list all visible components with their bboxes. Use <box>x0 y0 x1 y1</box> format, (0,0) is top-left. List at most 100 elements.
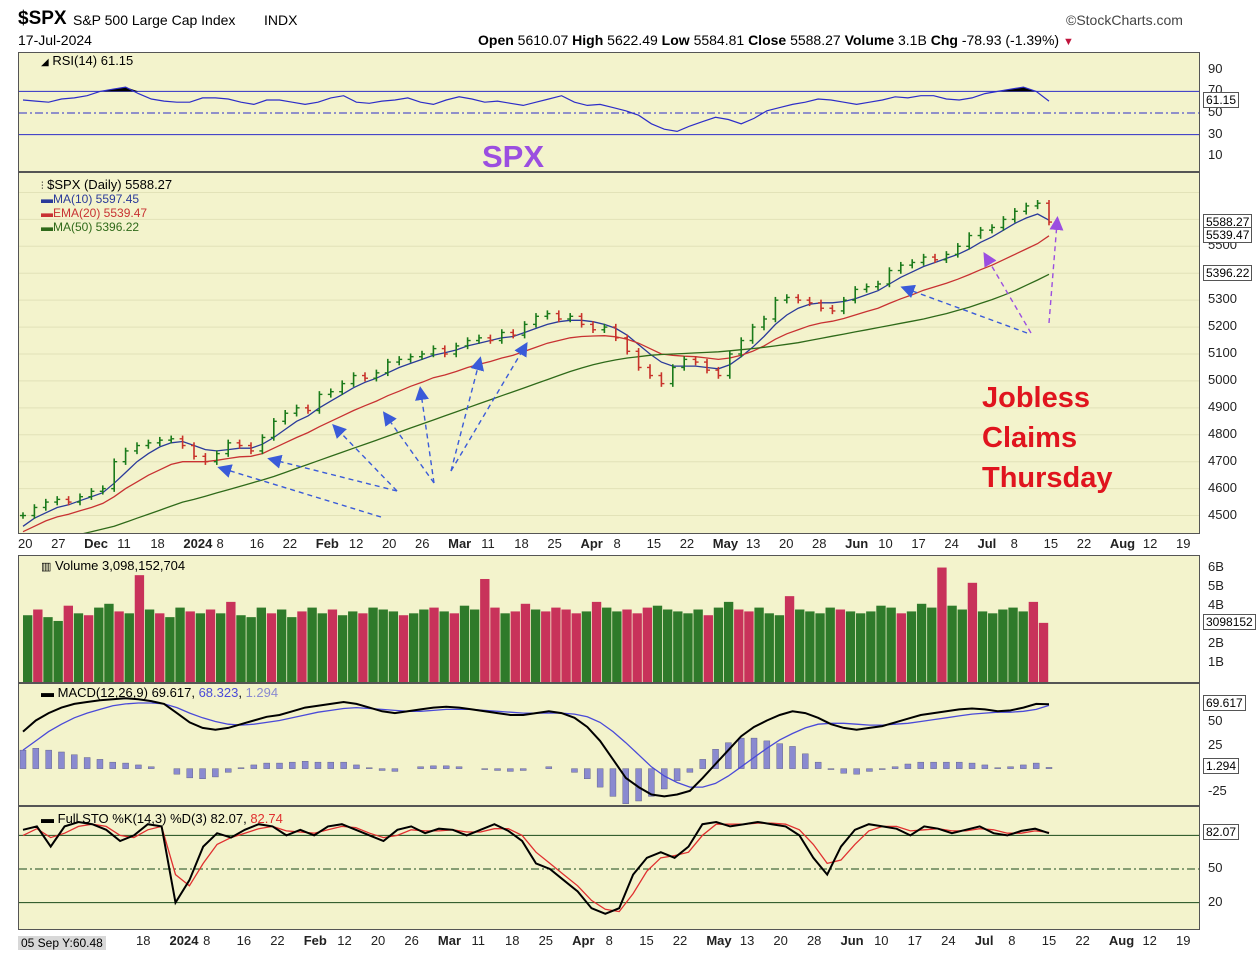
rsi-overbought-fill <box>23 87 1049 92</box>
y-tick-label: 5B <box>1208 577 1224 593</box>
ema20-legend: ▬EMA(20) 5539.47 <box>41 206 148 220</box>
macd-histogram-bar <box>981 764 989 769</box>
macd-histogram-bar <box>879 768 886 770</box>
macd-panel: ▬ MACD(12,26,9) 69.617, 68.323, 1.294 <box>18 683 1200 806</box>
x-tick-label: 12 <box>1142 933 1157 948</box>
macd-histogram-bar <box>71 754 78 769</box>
volume-bar <box>855 613 866 682</box>
x-tick-label: 13 <box>745 536 761 551</box>
ohlc-readout: Open 5610.07 High 5622.49 Low 5584.81 Cl… <box>478 32 1074 48</box>
volume-bar <box>835 609 846 682</box>
x-tick-label: 15 <box>1041 933 1057 948</box>
ema20-line <box>22 235 1050 533</box>
y-tick-label: -25 <box>1208 782 1227 798</box>
volume-bar <box>551 607 561 682</box>
x-tick-label: 18 <box>136 933 151 948</box>
volume-bar <box>307 607 317 682</box>
macd-histogram-bar <box>763 740 771 769</box>
annotation-arrow <box>217 464 382 518</box>
x-tick-label: Jun <box>840 933 864 948</box>
volume-bar <box>693 609 703 682</box>
chart-date: 17-Jul-2024 <box>18 32 92 48</box>
volume-bar <box>398 615 409 682</box>
current-value-tag: 1.294 <box>1203 758 1240 775</box>
symbol: $SPX <box>18 8 67 29</box>
macd-histogram-bar <box>186 768 193 779</box>
exchange: INDX <box>264 12 298 28</box>
volume-bar <box>439 611 449 682</box>
volume-bar <box>469 609 480 682</box>
x-tick-label: Jun <box>845 536 869 551</box>
macd-histogram-bar <box>378 768 386 771</box>
macd-histogram-bar <box>686 768 694 773</box>
volume-bar <box>155 613 165 682</box>
volume-bar <box>114 611 124 682</box>
macd-histogram-bar <box>545 766 553 769</box>
volume-bar <box>754 607 764 682</box>
macd-histogram-bar <box>725 742 732 769</box>
x-tick-label: 26 <box>404 933 419 948</box>
ma10-legend: ▬MA(10) 5597.45 <box>41 192 140 206</box>
x-tick-label: 22 <box>1075 933 1090 948</box>
volume-bar <box>63 605 73 682</box>
close-label: Close <box>748 32 787 48</box>
macd-histogram-bar <box>956 761 963 769</box>
volume-bar <box>236 615 246 682</box>
x-tick-label: 15 <box>639 933 654 948</box>
x-tick-label: May <box>706 933 732 948</box>
volume-bar <box>703 615 713 682</box>
macd-histogram-bar <box>853 768 860 775</box>
macd-histogram-bar <box>519 768 527 771</box>
x-tick-label: 22 <box>672 933 688 948</box>
y-tick-label: 4900 <box>1208 398 1237 414</box>
volume-bar <box>317 613 327 682</box>
volume-legend: ▥ Volume 3,098,152,704 <box>41 558 186 573</box>
macd-histogram-bar <box>930 761 937 769</box>
macd-histogram-bar <box>776 743 783 769</box>
volume-bar <box>805 611 815 682</box>
rsi-legend: ◢ RSI(14) 61.15 <box>41 53 133 68</box>
cursor-readout: 05 Sep Y:60.48 <box>18 936 106 950</box>
volume-bar <box>297 611 307 682</box>
volume-bar <box>784 596 795 682</box>
x-tick-label: 18 <box>514 536 529 551</box>
x-tick-label: 20 <box>370 933 386 948</box>
y-tick-label: 50 <box>1208 713 1223 729</box>
annotation-arrow <box>332 423 398 492</box>
macd-histogram-bar <box>802 753 809 769</box>
macd-histogram-bar <box>1045 767 1053 769</box>
volume-bar <box>947 605 957 682</box>
sto-k-line <box>22 820 1050 915</box>
volume-bar <box>713 607 724 682</box>
macd-histogram-bar <box>917 761 924 769</box>
macd-histogram-bar <box>904 763 912 769</box>
volume-bar <box>896 613 906 682</box>
volume-bar <box>378 609 388 682</box>
x-tick-label: 2024 <box>169 933 199 948</box>
x-tick-label: Dec <box>84 536 109 551</box>
macd-histogram-bar <box>224 768 232 773</box>
x-tick-label: 2024 <box>183 536 213 551</box>
brand-logo[interactable]: ©StockCharts.com <box>1066 12 1183 28</box>
x-tick-label: Mar <box>437 933 462 948</box>
macd-histogram-bar <box>289 761 296 769</box>
x-tick-label: 10 <box>878 536 893 551</box>
current-value-tag: 3098152 <box>1203 613 1256 630</box>
macd-histogram-bar <box>430 765 437 769</box>
volume-bar <box>195 613 206 682</box>
chart-header: $SPX S&P 500 Large Cap Index INDX 17-Jul… <box>0 0 1260 52</box>
x-tick-label: 18 <box>150 536 165 551</box>
macd-histogram-bar <box>661 768 668 790</box>
volume-bar <box>886 607 896 682</box>
volume-bar <box>276 609 287 682</box>
volume-bar <box>591 601 602 682</box>
ohlc-icon: ⫶ <box>41 181 44 192</box>
x-tick-label: 12 <box>348 536 364 551</box>
macd-histogram-bar <box>83 757 91 769</box>
macd-histogram-bar <box>866 768 873 772</box>
x-tick-label: 11 <box>471 933 485 948</box>
macd-histogram-bar <box>366 767 373 769</box>
y-tick-label: 4500 <box>1208 506 1237 522</box>
jobless-annotation: Jobless Claims Thursday <box>982 382 1113 494</box>
annotation-arrow <box>1048 216 1064 324</box>
